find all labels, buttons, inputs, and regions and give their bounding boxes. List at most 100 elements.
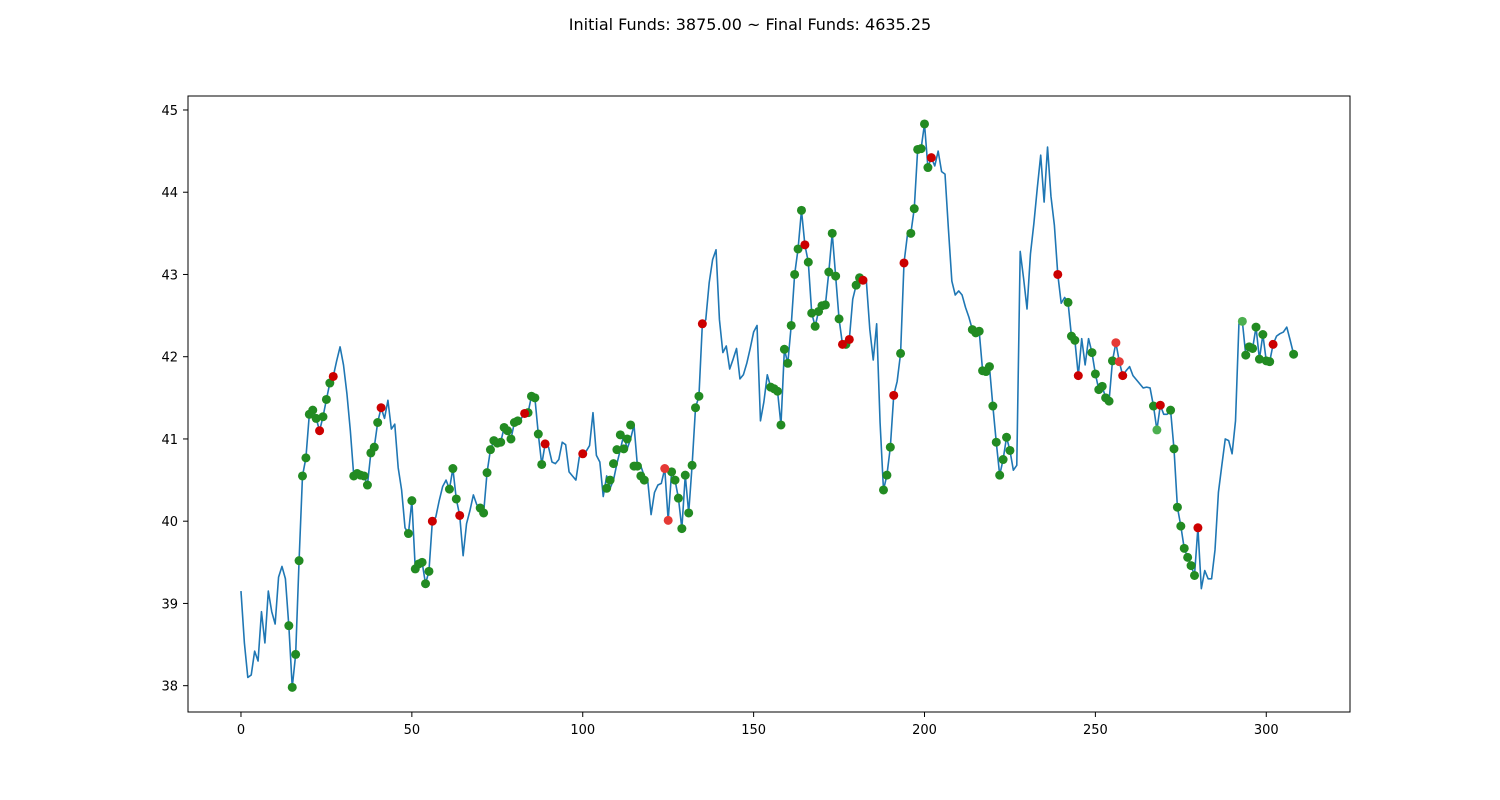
buy-point [684, 508, 694, 518]
buy-point [851, 280, 861, 290]
plot-frame [187, 95, 1351, 713]
buy-point [1169, 444, 1179, 454]
sell-point [1053, 269, 1063, 279]
buy-point [284, 621, 294, 631]
buy-point [1166, 405, 1176, 415]
sell-point [520, 408, 530, 418]
buy-point [1148, 401, 1158, 411]
buy-point [407, 496, 417, 506]
buy-point [318, 412, 328, 422]
sell-point [899, 258, 909, 268]
buy-point [896, 348, 906, 358]
buy-point [1183, 552, 1193, 562]
buy-point [906, 228, 916, 238]
sell_light-point [663, 515, 673, 525]
buy-point [680, 470, 690, 480]
buy-point [834, 314, 844, 324]
sell-point [697, 319, 707, 329]
buy_light-point [1237, 316, 1247, 326]
sell-point [1155, 400, 1165, 410]
buy-point [1186, 561, 1196, 571]
buy-point [984, 362, 994, 372]
buy-point [451, 494, 461, 504]
buy-point [362, 480, 372, 490]
sell-point [540, 439, 550, 449]
buy-point [602, 483, 612, 493]
buy-point [779, 344, 789, 354]
buy-point [1005, 445, 1015, 455]
buy-point [694, 391, 704, 401]
buy-point [783, 358, 793, 368]
x-tick-label: 100 [570, 723, 595, 738]
buy-point [807, 308, 817, 318]
plot-area: 0 50 100 150 200 250 300 38 39 40 41 42 43 44 45 [161, 95, 1351, 738]
buy-point [824, 267, 834, 277]
buy-point [995, 470, 1005, 480]
buy-point [998, 455, 1008, 465]
buy-point [776, 420, 786, 430]
buy-point [677, 524, 687, 534]
sell_light-point [1111, 338, 1121, 348]
sell-point [926, 153, 936, 163]
buy-point [311, 413, 321, 423]
buy-point [673, 493, 683, 503]
buy-point [301, 453, 311, 463]
x-tick-label: 300 [1254, 723, 1279, 738]
buy-point [403, 529, 413, 539]
y-tick-label: 41 [161, 433, 178, 448]
price-line [240, 123, 1298, 689]
sell-point [1268, 339, 1278, 349]
buy-point [533, 429, 543, 439]
buy-point [1176, 521, 1186, 531]
buy-point [503, 426, 513, 436]
buy-point [612, 445, 622, 455]
buy-point [820, 300, 830, 310]
buy-point [1090, 369, 1100, 379]
buy-point [1107, 356, 1117, 366]
sell-point [858, 275, 868, 285]
buy-point [421, 579, 431, 589]
buy-point [793, 244, 803, 254]
buy-point [417, 557, 427, 567]
sell-point [889, 390, 899, 400]
x-tick-label: 200 [912, 723, 937, 738]
buy-point [691, 403, 701, 413]
y-tick-label: 40 [161, 515, 178, 530]
sell-point [427, 516, 437, 526]
buy-point [796, 205, 806, 215]
buy-point [786, 320, 796, 330]
buy-point [1265, 357, 1275, 367]
x-tick-label: 50 [404, 723, 421, 738]
buy-point [687, 460, 697, 470]
buy-point [424, 566, 434, 576]
buy-point [882, 470, 892, 480]
sell_light-point [660, 464, 670, 474]
buy-point [827, 228, 837, 238]
y-tick-label: 44 [161, 186, 178, 201]
buy-point [513, 416, 523, 426]
buy-point [615, 430, 625, 440]
buy-point [294, 556, 304, 566]
sell-point [837, 339, 847, 349]
buy-point [605, 475, 615, 485]
buy-point [773, 386, 783, 396]
buy-point [790, 269, 800, 279]
sell-point [1073, 371, 1083, 381]
buy-point [291, 649, 301, 659]
buy-point [619, 444, 629, 454]
buy-point [639, 475, 649, 485]
buy-point [1104, 396, 1114, 406]
x-tick-label: 0 [237, 723, 245, 738]
buy-point [496, 437, 506, 447]
buy-point [878, 485, 888, 495]
buy-point [373, 418, 383, 427]
buy-point [670, 475, 680, 485]
buy-point [609, 459, 618, 469]
buy-point [1251, 322, 1261, 332]
sell-point [1118, 371, 1128, 381]
buy-point [885, 442, 895, 452]
buy-point [923, 163, 933, 173]
buy-point [321, 394, 331, 404]
buy-point [622, 434, 632, 444]
